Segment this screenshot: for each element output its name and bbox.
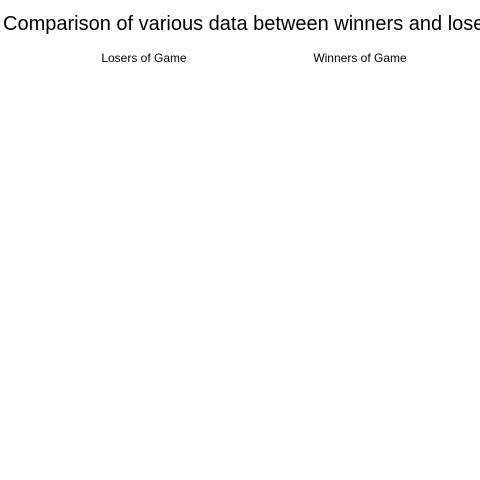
panel-title-losers: Losers of Game — [101, 51, 187, 65]
plot-area — [0, 70, 480, 480]
chart-title: Comparison of various data between winne… — [3, 13, 480, 35]
panel-title-winners: Winners of Game — [313, 51, 407, 65]
